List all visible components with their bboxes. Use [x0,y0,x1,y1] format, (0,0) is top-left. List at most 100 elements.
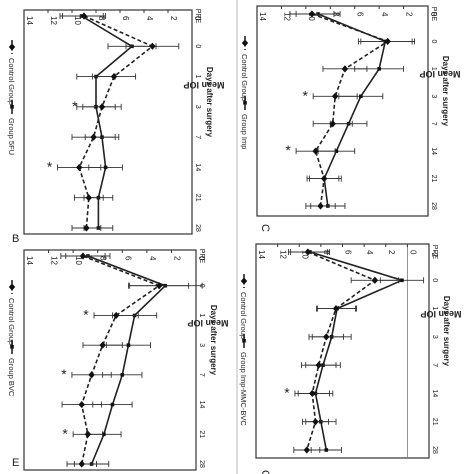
value-tick-label: 0 [197,256,206,261]
data-point [329,120,336,128]
significance-marker: * [284,384,290,400]
legend-label: Control Group [7,298,16,345]
value-axis-title: Mean IOP [419,69,460,79]
category-tick-label: PRE [198,249,205,264]
category-tick-label: 7 [431,363,438,367]
data-point [312,418,319,426]
value-tick-label: 14 [25,16,34,25]
category-tick-label: 3 [430,94,437,98]
legend: Group Imp Control Group [240,36,249,149]
data-point [88,371,95,379]
value-tick-label: 2 [172,256,181,261]
legend-label: Control Group [240,54,249,101]
data-point [110,72,118,81]
value-tick-label: 2 [405,12,414,17]
panel-letter: B [12,233,19,245]
value-tick-label: 8 [99,256,108,261]
legend-label: Group 5FU [7,118,16,155]
category-tick-label: 21 [431,418,438,426]
data-point [377,67,381,71]
category-tick-label: 21 [194,194,201,202]
day-axis-title: Days after surgery [441,56,450,127]
significance-marker: * [285,142,291,158]
data-point [323,333,330,341]
value-tick-label: 12 [50,256,59,265]
category-tick-label: 21 [198,430,205,438]
significance-marker: * [302,87,308,103]
category-tick-label: 3 [198,343,205,347]
category-tick-label: 7 [194,135,201,139]
value-tick-label: 12 [49,16,58,25]
value-tick-label: 12 [279,250,288,259]
category-tick-label: 1 [430,67,437,71]
data-point [120,373,125,377]
category-tick-label: 0 [430,39,437,43]
panel-letter: G [259,470,271,474]
value-tick-label: 8 [331,12,340,17]
value-tick-label: 4 [365,250,374,255]
panel-letter: E [12,457,19,469]
series-line [80,255,161,465]
data-point [149,42,156,50]
legend-label: Control Group [7,58,16,105]
data-point [90,133,97,141]
data-point [371,276,379,284]
legend-marker [10,105,14,109]
value-axis-title: Mean IOP [183,80,224,90]
value-tick-label: 10 [73,16,82,25]
value-tick-label: 8 [97,16,106,21]
data-point [79,252,87,260]
legend-marker [8,283,16,291]
value-tick-label: 2 [387,250,396,255]
legend-label: Group Imp [240,114,249,149]
category-tick-label: 7 [430,122,437,126]
day-axis-title: Days after surgery [442,296,451,367]
category-tick-label: 0 [431,278,438,282]
day-axis-title: Days after surgery [209,305,218,376]
data-point [304,248,312,256]
legend-label: Control Group [239,292,248,339]
series-control [57,12,180,232]
data-point [309,389,316,398]
chart-panel-g: -2 0 2 4 6 8 10 12 14 Mean IOP PRE 0 1 3 7 14 21 28 Days a… [239,243,462,474]
significance-marker: * [47,158,53,174]
legend-label: Group Imp-MMC-BVC [239,352,248,426]
data-point [85,194,92,202]
significance-marker: * [62,425,68,441]
category-tick-label: 0 [194,44,201,48]
data-point [400,278,404,283]
data-point [334,149,339,153]
data-point [80,12,88,20]
data-point [78,460,85,468]
value-tick-label: 14 [25,256,34,265]
value-tick-label: 10 [300,250,309,259]
data-point [83,224,90,232]
category-tick-label: 1 [194,75,201,79]
value-tick-label: 12 [282,12,291,21]
data-point [78,400,85,409]
data-point [308,10,316,18]
data-point [324,448,329,452]
data-point [317,202,324,210]
value-tick-label: 6 [123,256,132,261]
value-tick-label: 4 [148,256,157,261]
value-tick-label: 4 [380,12,389,17]
series-control [287,248,400,454]
data-point [332,304,340,313]
value-tick-label: 6 [121,16,130,21]
data-point [320,174,328,183]
data-point [331,92,339,100]
panel-letter: C [259,224,271,232]
category-tick-label: PRE [431,245,438,260]
category-tick-label: 14 [431,390,438,398]
data-point [341,65,349,73]
data-point [76,163,83,172]
data-point [112,311,120,320]
data-point [99,341,106,349]
category-tick-label: 14 [198,401,205,409]
significance-marker: * [61,366,67,382]
series-line [87,255,167,465]
